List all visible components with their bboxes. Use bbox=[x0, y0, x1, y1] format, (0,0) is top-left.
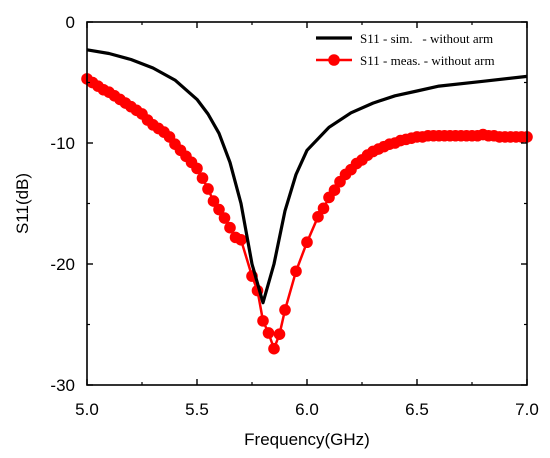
y-tick-label: -30 bbox=[50, 376, 75, 395]
series-meas-point bbox=[328, 184, 341, 196]
series-meas-point bbox=[262, 327, 275, 339]
series-meas-point bbox=[224, 221, 236, 234]
x-tick-label: 6.5 bbox=[405, 400, 429, 419]
legend-label-meas: S11 - meas. - without arm bbox=[360, 53, 495, 68]
series-meas-point bbox=[235, 234, 247, 246]
series-meas-point bbox=[273, 328, 286, 340]
series-meas-point bbox=[290, 265, 302, 278]
x-tick-label: 5.5 bbox=[185, 400, 209, 419]
series-meas-point bbox=[257, 315, 269, 327]
y-tick-label: -20 bbox=[50, 255, 75, 274]
legend-marker-meas bbox=[328, 54, 340, 66]
x-axis-label: Frequency(GHz) bbox=[244, 430, 370, 449]
x-tick-labels: 5.0 5.5 6.0 6.5 7.0 bbox=[75, 400, 539, 419]
ticks-layer bbox=[86, 21, 528, 386]
series-meas-point bbox=[301, 236, 313, 249]
x-tick-label: 6.0 bbox=[295, 400, 319, 419]
series-layer bbox=[81, 48, 533, 355]
series-meas-point bbox=[191, 162, 203, 175]
series-meas-point bbox=[317, 202, 330, 215]
legend-label-sim: S11 - sim. - without arm bbox=[360, 31, 493, 46]
y-tick-label: -10 bbox=[50, 134, 75, 153]
series-meas-point bbox=[196, 172, 209, 184]
series-meas-point bbox=[268, 342, 280, 355]
series-meas-point bbox=[279, 304, 291, 316]
y-axis-label: S11(dB) bbox=[13, 173, 32, 234]
series-meas-point bbox=[218, 212, 231, 224]
series-meas-point bbox=[202, 183, 214, 195]
series-meas-point bbox=[207, 195, 220, 207]
x-tick-label: 5.0 bbox=[75, 400, 99, 419]
legend: S11 - sim. - without arm S11 - meas. - w… bbox=[316, 31, 495, 68]
series-meas-point bbox=[312, 211, 324, 223]
x-tick-label: 7.0 bbox=[515, 400, 539, 419]
y-tick-labels: 0 -10 -20 -30 bbox=[50, 13, 75, 395]
series-sim-line bbox=[86, 48, 528, 305]
y-tick-label: 0 bbox=[66, 13, 75, 32]
series-meas-point bbox=[213, 203, 225, 216]
